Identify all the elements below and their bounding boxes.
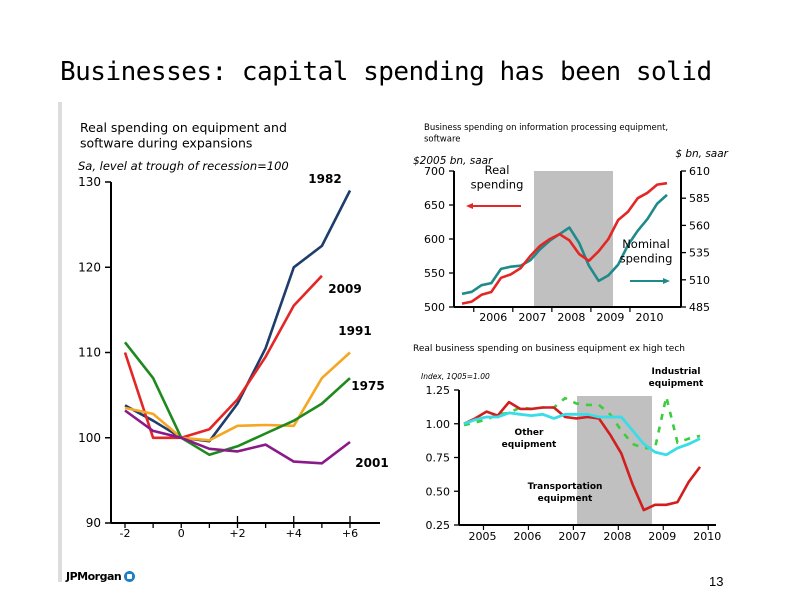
- y-left-tick-label: 500: [424, 301, 445, 314]
- logo-mark-icon: [124, 571, 136, 582]
- footer-logo: JPMorgan: [66, 570, 136, 583]
- y-tick-label: 1.00: [426, 418, 451, 431]
- y-right-tick-label: 535: [689, 247, 710, 260]
- x-tick-label: 2008: [603, 530, 631, 543]
- slide-title: Businesses: capital spending has been so…: [60, 57, 712, 87]
- annotation-other: equipment: [502, 440, 557, 450]
- annotation-transportation: equipment: [538, 494, 593, 504]
- series-label-2009: 2009: [328, 282, 361, 296]
- y-tick-label: 120: [78, 260, 101, 274]
- y-tick-label: 90: [86, 516, 101, 530]
- y-right-tick-label: 485: [689, 301, 710, 314]
- y-tick-label: 0.25: [426, 519, 451, 532]
- x-tick-label: 2006: [513, 530, 541, 543]
- x-tick-label: 2005: [468, 530, 496, 543]
- y-axis-left-label: $2005 bn, saar: [413, 155, 493, 167]
- recession-shade: [534, 171, 613, 307]
- logo-text: JPMorgan: [66, 570, 122, 583]
- series-line-1975: [123, 341, 351, 457]
- x-tick-label: 2007: [518, 311, 546, 324]
- series-line-1991: [124, 351, 351, 442]
- y-axis-label: Sa, level at trough of recession=100: [78, 159, 289, 173]
- arrow-left-icon: [466, 203, 473, 209]
- left-rule-divider: [58, 102, 62, 582]
- x-tick-label: 2008: [557, 311, 585, 324]
- y-tick-label: 110: [78, 346, 101, 360]
- y-right-tick-label: 510: [689, 274, 710, 287]
- y-axis-label: Index, 1Q05=1.00: [421, 372, 490, 381]
- y-right-tick-label: 585: [689, 192, 710, 205]
- x-tick-label: 2009: [596, 311, 624, 324]
- y-tick-label: 1.25: [426, 384, 451, 397]
- annotation-industrial: Industrial: [652, 367, 701, 377]
- chart-title: Real business spending on business equip…: [413, 344, 685, 354]
- chart-title: software: [424, 135, 461, 145]
- x-tick-label: -2: [120, 527, 131, 540]
- y-right-tick-label: 610: [689, 165, 710, 178]
- x-tick-label: +4: [286, 527, 302, 540]
- annotation-industrial: equipment: [649, 379, 704, 389]
- chart-title: Real spending on equipment and: [80, 120, 287, 135]
- series-label-2001: 2001: [355, 456, 388, 470]
- x-tick-label: +2: [229, 527, 245, 540]
- y-left-tick-label: 700: [424, 165, 445, 178]
- series-line-real: [461, 181, 668, 305]
- series-line-other: [463, 411, 701, 457]
- series-line-nominal: [461, 193, 668, 296]
- x-tick-label: 2009: [648, 530, 676, 543]
- annotation-transportation: Transportation: [528, 482, 603, 492]
- x-tick-label: 2006: [479, 311, 507, 324]
- page-number: 13: [709, 574, 724, 589]
- y-left-tick-label: 650: [424, 199, 445, 212]
- series-line-2009: [123, 274, 323, 440]
- x-tick-label: 2007: [558, 530, 586, 543]
- x-tick-label: 2010: [693, 530, 721, 543]
- annotation-real-spending: spending: [471, 178, 524, 192]
- y-left-tick-label: 550: [424, 267, 445, 280]
- y-right-tick-label: 560: [689, 219, 710, 232]
- annotation-nominal-spending: Nominal: [622, 237, 670, 251]
- series-line-transportation: [463, 400, 702, 512]
- annotation-real-spending: Real: [485, 163, 510, 177]
- y-axis-right-label: $ bn, saar: [675, 148, 728, 160]
- series-label-1991: 1991: [338, 324, 371, 338]
- series-line-1982: [124, 189, 352, 443]
- x-tick-label: 2010: [635, 311, 663, 324]
- y-tick-label: 130: [78, 175, 101, 189]
- x-tick-label: +6: [342, 527, 358, 540]
- annotation-other: Other: [515, 428, 544, 438]
- y-tick-label: 100: [78, 431, 101, 445]
- y-tick-label: 0.50: [426, 485, 451, 498]
- annotation-nominal-spending: spending: [620, 252, 673, 266]
- y-tick-label: 0.75: [426, 452, 451, 465]
- x-tick-label: 0: [178, 527, 185, 540]
- series-line-2001: [124, 409, 351, 465]
- series-label-1975: 1975: [351, 379, 384, 393]
- chart-title: software during expansions: [80, 136, 252, 151]
- series-label-1982: 1982: [308, 172, 341, 186]
- chart-title: Business spending on information process…: [424, 123, 668, 133]
- y-left-tick-label: 600: [424, 233, 445, 246]
- arrow-right-icon: [663, 278, 670, 284]
